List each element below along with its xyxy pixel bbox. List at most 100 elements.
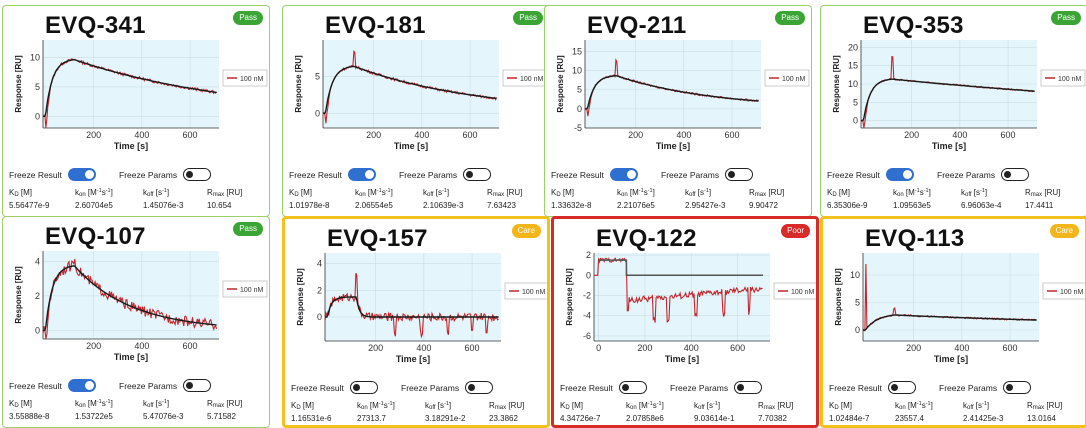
freeze-params-control[interactable]: Freeze Params bbox=[939, 381, 1032, 394]
freeze-result-toggle[interactable] bbox=[609, 168, 638, 181]
card-title: EVQ-211 bbox=[587, 12, 687, 39]
y-tick-label: -5 bbox=[574, 123, 582, 133]
kon-value: 1.53722e5 bbox=[75, 412, 113, 421]
freeze-result-label: Freeze Result bbox=[827, 169, 880, 180]
kon-value: 1.09563e5 bbox=[893, 201, 931, 210]
fit-curve bbox=[863, 314, 1037, 331]
card-title: EVQ-157 bbox=[327, 225, 428, 252]
x-tick-label: 600 bbox=[730, 343, 745, 353]
kon-header: kon [M-1s-1] bbox=[626, 401, 664, 411]
kd-header: KD [M] bbox=[551, 188, 575, 198]
result-card: EVQ-341 Pass Freeze Result Freeze Params… bbox=[2, 5, 270, 217]
freeze-params-label: Freeze Params bbox=[119, 169, 178, 180]
y-tick-label: 0 bbox=[315, 108, 320, 118]
rmax-header: Rmax [RU] bbox=[487, 188, 523, 198]
x-tick-label: 600 bbox=[1003, 343, 1018, 353]
rmax-value: 13.0164 bbox=[1027, 414, 1056, 423]
freeze-result-control[interactable]: Freeze Result bbox=[551, 168, 638, 181]
freeze-result-toggle[interactable] bbox=[67, 168, 96, 181]
freeze-params-control[interactable]: Freeze Params bbox=[661, 168, 754, 181]
x-tick-label: 200 bbox=[86, 130, 101, 140]
freeze-result-control[interactable]: Freeze Result bbox=[829, 381, 916, 394]
koff-header: koff [s-1] bbox=[425, 401, 452, 411]
x-tick-label: 200 bbox=[86, 341, 101, 351]
y-tick-label: 5 bbox=[853, 97, 858, 107]
freeze-result-toggle[interactable] bbox=[618, 381, 647, 394]
status-badge: Pass bbox=[233, 222, 263, 236]
x-tick-label: 200 bbox=[637, 343, 652, 353]
koff-value: 2.41425e-3 bbox=[963, 414, 1004, 423]
freeze-result-label: Freeze Result bbox=[551, 169, 604, 180]
y-tick-label: 10 bbox=[572, 66, 582, 76]
kon-header: kon [M-1s-1] bbox=[357, 401, 395, 411]
freeze-params-toggle[interactable] bbox=[1001, 168, 1030, 181]
freeze-params-toggle[interactable] bbox=[734, 381, 763, 394]
freeze-result-label: Freeze Result bbox=[829, 382, 882, 393]
freeze-result-control[interactable]: Freeze Result bbox=[291, 381, 378, 394]
freeze-params-toggle[interactable] bbox=[183, 168, 212, 181]
kon-value: 27313.7 bbox=[357, 414, 386, 423]
kon-header: kon [M-1s-1] bbox=[355, 188, 393, 198]
freeze-params-control[interactable]: Freeze Params bbox=[401, 381, 494, 394]
freeze-result-control[interactable]: Freeze Result bbox=[560, 381, 647, 394]
freeze-params-control[interactable]: Freeze Params bbox=[119, 379, 212, 392]
legend-label: 100 nM bbox=[1060, 289, 1084, 296]
x-tick-label: 600 bbox=[183, 130, 198, 140]
toggle-row: Freeze Result Freeze Params bbox=[827, 168, 1081, 182]
freeze-result-control[interactable]: Freeze Result bbox=[289, 168, 376, 181]
x-tick-label: 200 bbox=[904, 130, 919, 140]
x-tick-label: 400 bbox=[676, 130, 691, 140]
result-card: EVQ-211 Pass Freeze Result Freeze Params… bbox=[544, 5, 812, 217]
x-tick-label: 200 bbox=[368, 343, 383, 353]
x-tick-label: 400 bbox=[954, 343, 969, 353]
freeze-params-control[interactable]: Freeze Params bbox=[670, 381, 763, 394]
fit-curve bbox=[598, 259, 764, 277]
freeze-result-control[interactable]: Freeze Result bbox=[9, 168, 96, 181]
plot-area bbox=[863, 253, 1039, 341]
freeze-result-label: Freeze Result bbox=[289, 169, 342, 180]
y-tick-label: 4 bbox=[317, 259, 322, 269]
y-tick-label: 0 bbox=[35, 325, 40, 335]
data-series-100nM bbox=[42, 258, 218, 339]
card-title: EVQ-341 bbox=[45, 12, 146, 39]
x-axis-label: Time [s] bbox=[114, 141, 148, 151]
x-axis-label: Time [s] bbox=[396, 354, 430, 364]
rmax-header: Rmax [RU] bbox=[489, 401, 525, 411]
freeze-result-control[interactable]: Freeze Result bbox=[9, 379, 96, 392]
freeze-params-toggle[interactable] bbox=[465, 381, 494, 394]
freeze-params-toggle[interactable] bbox=[183, 379, 212, 392]
freeze-params-toggle[interactable] bbox=[725, 168, 754, 181]
kon-value: 2.21076e5 bbox=[617, 201, 655, 210]
y-tick-label: 5 bbox=[315, 72, 320, 82]
y-tick-label: 5 bbox=[577, 85, 582, 95]
freeze-params-label: Freeze Params bbox=[939, 382, 998, 393]
freeze-result-toggle[interactable] bbox=[885, 168, 914, 181]
data-series-100nM bbox=[324, 272, 499, 339]
kd-header: KD [M] bbox=[827, 188, 851, 198]
x-tick-label: 200 bbox=[366, 130, 381, 140]
legend-box bbox=[504, 282, 547, 300]
sensorgram-chart: 200 400 600 0 5 10 15 20 Time [s] Response [RU] 10… bbox=[832, 40, 1086, 151]
freeze-result-toggle[interactable] bbox=[347, 168, 376, 181]
kon-header: kon [M-1s-1] bbox=[75, 188, 113, 198]
card-title: EVQ-122 bbox=[596, 225, 697, 252]
freeze-params-toggle[interactable] bbox=[463, 168, 492, 181]
y-tick-label: 0 bbox=[577, 104, 582, 114]
sensorgram-chart: 200 400 600 0 5 Time [s] Response [RU] 100 nM bbox=[294, 40, 548, 151]
freeze-result-toggle[interactable] bbox=[67, 379, 96, 392]
legend-label: 100 nM bbox=[791, 289, 815, 296]
freeze-result-toggle[interactable] bbox=[349, 381, 378, 394]
toggle-row: Freeze Result Freeze Params bbox=[9, 168, 263, 182]
freeze-params-toggle[interactable] bbox=[1003, 381, 1032, 394]
freeze-params-control[interactable]: Freeze Params bbox=[937, 168, 1030, 181]
sensorgram-chart: 200 400 600 0 5 10 Time [s] Response [RU] 100 nM bbox=[834, 253, 1085, 364]
koff-value: 5.47076e-3 bbox=[143, 412, 184, 421]
freeze-result-control[interactable]: Freeze Result bbox=[827, 168, 914, 181]
freeze-params-control[interactable]: Freeze Params bbox=[119, 168, 212, 181]
status-badge: Care bbox=[511, 224, 541, 238]
freeze-result-label: Freeze Result bbox=[9, 169, 62, 180]
x-tick-label: 0 bbox=[596, 343, 601, 353]
freeze-params-control[interactable]: Freeze Params bbox=[399, 168, 492, 181]
freeze-result-toggle[interactable] bbox=[887, 381, 916, 394]
y-tick-label: 10 bbox=[30, 53, 40, 63]
